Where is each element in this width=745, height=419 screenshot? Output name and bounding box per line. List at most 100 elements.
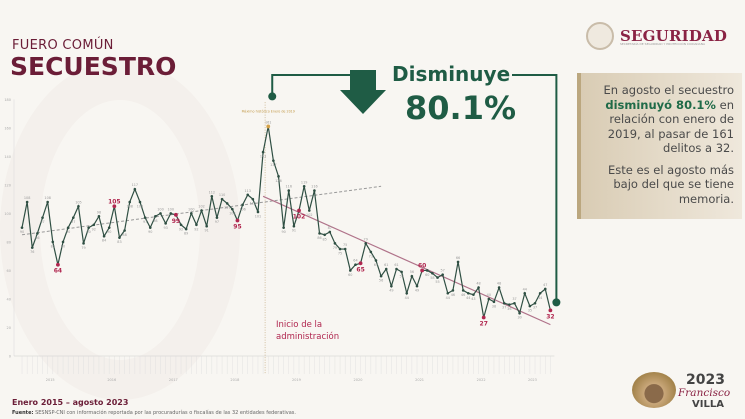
data-label: 30 <box>517 316 521 320</box>
data-label: 56 <box>379 279 383 283</box>
data-label: 32 <box>546 313 554 320</box>
data-point <box>251 197 255 201</box>
data-point <box>420 268 425 273</box>
data-label: 93 <box>163 226 167 230</box>
data-point <box>431 271 434 275</box>
data-point <box>41 216 44 219</box>
data-label: 66 <box>456 256 460 260</box>
data-point <box>467 291 470 295</box>
data-label: 44 <box>466 296 470 300</box>
data-point <box>143 216 147 219</box>
data-label: 137 <box>270 163 276 167</box>
data-label: 48 <box>497 282 501 286</box>
data-label: 75 <box>343 243 347 247</box>
data-point <box>112 204 117 209</box>
data-label: 102 <box>306 213 312 217</box>
data-label: 97 <box>71 220 75 224</box>
y-tick-label: 180 <box>4 98 11 102</box>
data-point <box>97 214 101 218</box>
data-point <box>538 291 542 295</box>
data-label: 61 <box>384 263 388 267</box>
data-point <box>543 287 547 291</box>
y-tick-label: 0 <box>9 355 11 359</box>
data-point <box>195 223 198 227</box>
y-tick-label: 80 <box>7 240 11 244</box>
data-point <box>390 284 393 288</box>
data-point <box>508 303 511 306</box>
data-label: 92 <box>194 227 198 231</box>
data-label: 101 <box>255 214 261 218</box>
data-label: 116 <box>311 185 317 189</box>
data-label: 37 <box>512 297 516 301</box>
data-label: 76 <box>30 250 34 254</box>
data-label: 37 <box>533 306 537 310</box>
data-label: 119 <box>301 180 307 184</box>
data-point <box>36 232 39 235</box>
data-label: 86 <box>317 236 321 240</box>
data-label: 46 <box>461 293 465 297</box>
data-point <box>210 194 214 198</box>
data-label: 58 <box>430 276 434 280</box>
data-label: 43 <box>471 297 475 301</box>
data-label: 90 <box>281 230 285 234</box>
data-point <box>384 267 388 271</box>
x-year-label: 2016 <box>107 378 116 382</box>
data-point <box>441 273 444 277</box>
data-label: 108 <box>24 196 30 200</box>
francisco-villa-badge: 2023 Francisco VILLA <box>630 368 738 416</box>
data-label: 102 <box>198 205 204 209</box>
logo-text: SEGURIDAD <box>620 27 728 45</box>
badge-surname: VILLA <box>692 399 724 410</box>
data-point <box>318 232 321 235</box>
data-point <box>277 175 280 178</box>
logo-subtitle: SECRETARÍA DE SEGURIDAD Y PROTECCIÓN CIU… <box>620 42 706 46</box>
data-point <box>133 187 137 191</box>
data-label: 126 <box>275 179 281 183</box>
data-point <box>118 236 121 239</box>
data-point <box>56 262 60 267</box>
x-year-label: 2022 <box>477 378 486 382</box>
peak-label: Máximo histórico Enero de 2019 <box>242 109 295 113</box>
data-label: 108 <box>126 204 132 208</box>
data-point <box>461 289 465 292</box>
data-point <box>358 261 363 266</box>
data-point <box>189 212 193 215</box>
data-point <box>379 274 383 278</box>
data-point <box>349 269 352 272</box>
data-point <box>513 301 516 305</box>
data-label: 60 <box>425 273 429 277</box>
data-point <box>313 189 316 192</box>
seguridad-logo: SEGURIDAD SECRETARÍA DE SEGURIDAD Y PROT… <box>586 22 727 50</box>
data-label: 103 <box>229 212 235 216</box>
data-point <box>374 259 378 262</box>
data-label: 44 <box>523 287 527 291</box>
data-point <box>533 301 537 305</box>
data-point <box>472 293 475 296</box>
trend-line-after <box>262 195 551 326</box>
x-year-label: 2019 <box>292 378 301 382</box>
data-point <box>297 208 301 213</box>
data-label: 44 <box>405 296 409 300</box>
data-point <box>266 124 271 129</box>
y-tick-label: 20 <box>7 326 11 330</box>
data-point <box>61 240 65 244</box>
page-title: SECUESTRO <box>10 52 177 81</box>
data-label: 64 <box>54 268 62 275</box>
data-label: 67 <box>374 263 378 267</box>
data-label: 56 <box>410 270 414 274</box>
data-label: 55 <box>435 280 439 284</box>
data-label: 86 <box>35 236 39 240</box>
data-label: 27 <box>480 320 488 327</box>
data-point <box>492 300 496 304</box>
national-seal-icon <box>586 22 614 50</box>
info-paragraph-1: En agosto el secuestro disminuyó 80.1% e… <box>603 83 734 155</box>
data-point <box>369 250 373 254</box>
data-label: 98 <box>97 210 101 214</box>
badge-year: 2023 <box>686 372 725 388</box>
data-point <box>307 209 311 212</box>
data-label: 90 <box>87 230 91 234</box>
bracket-left <box>271 74 352 97</box>
data-point <box>338 247 342 251</box>
data-point <box>128 200 132 204</box>
period-label: Enero 2015 – agosto 2023 <box>12 398 129 407</box>
